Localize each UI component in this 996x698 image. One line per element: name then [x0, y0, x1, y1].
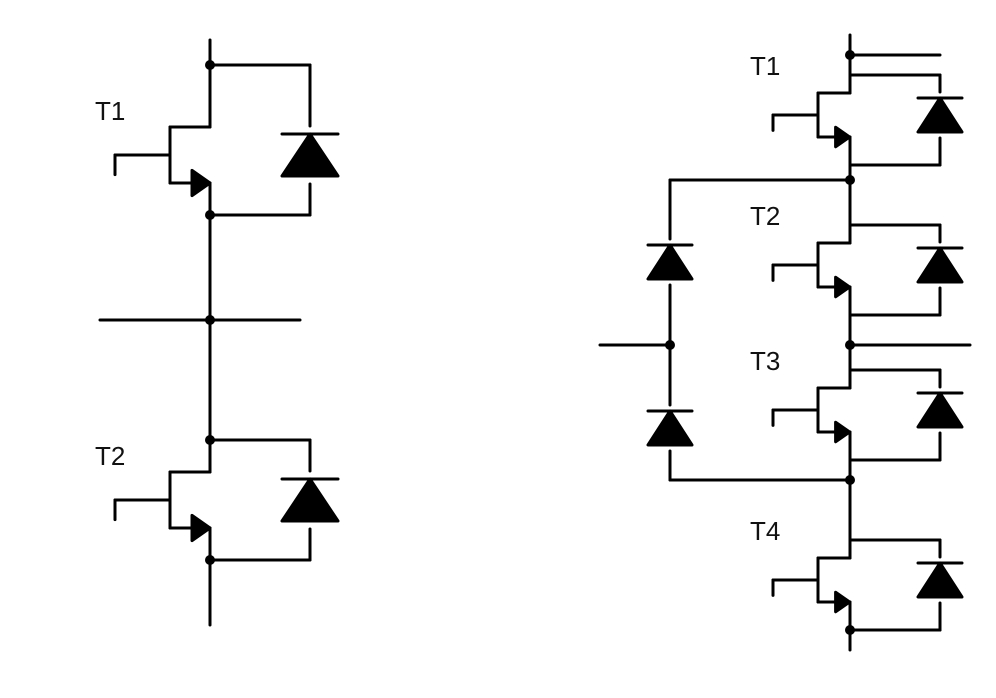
right-t1-d-triangle [918, 98, 962, 132]
right-t4-igbt-emitter-arrow [836, 592, 850, 612]
right-node-top [845, 50, 855, 60]
left-node-t2c [205, 435, 215, 445]
right-t3-d-triangle [918, 393, 962, 427]
left-t2-label: T2 [95, 441, 125, 471]
right-t2-label: T2 [750, 201, 780, 231]
right-t3-label: T3 [750, 346, 780, 376]
right-node-bot [845, 625, 855, 635]
right-t3-igbt-emitter-arrow [836, 422, 850, 442]
right-clamp-d-bot-triangle [648, 411, 692, 445]
right-t2-d-triangle [918, 248, 962, 282]
left-d2-triangle [282, 479, 338, 521]
right-clamp-d-top-triangle [648, 245, 692, 279]
left-t1-label: T1 [95, 96, 125, 126]
right-t4-d-triangle [918, 563, 962, 597]
left-d1-triangle [282, 134, 338, 176]
right-t4-label: T4 [750, 516, 780, 546]
right-t1-label: T1 [750, 51, 780, 81]
left-t1-igbt-emitter-arrow [192, 170, 210, 195]
right-t2-igbt-emitter-arrow [836, 277, 850, 297]
left-t2-igbt-emitter-arrow [192, 515, 210, 540]
right-t1-igbt-emitter-arrow [836, 127, 850, 147]
